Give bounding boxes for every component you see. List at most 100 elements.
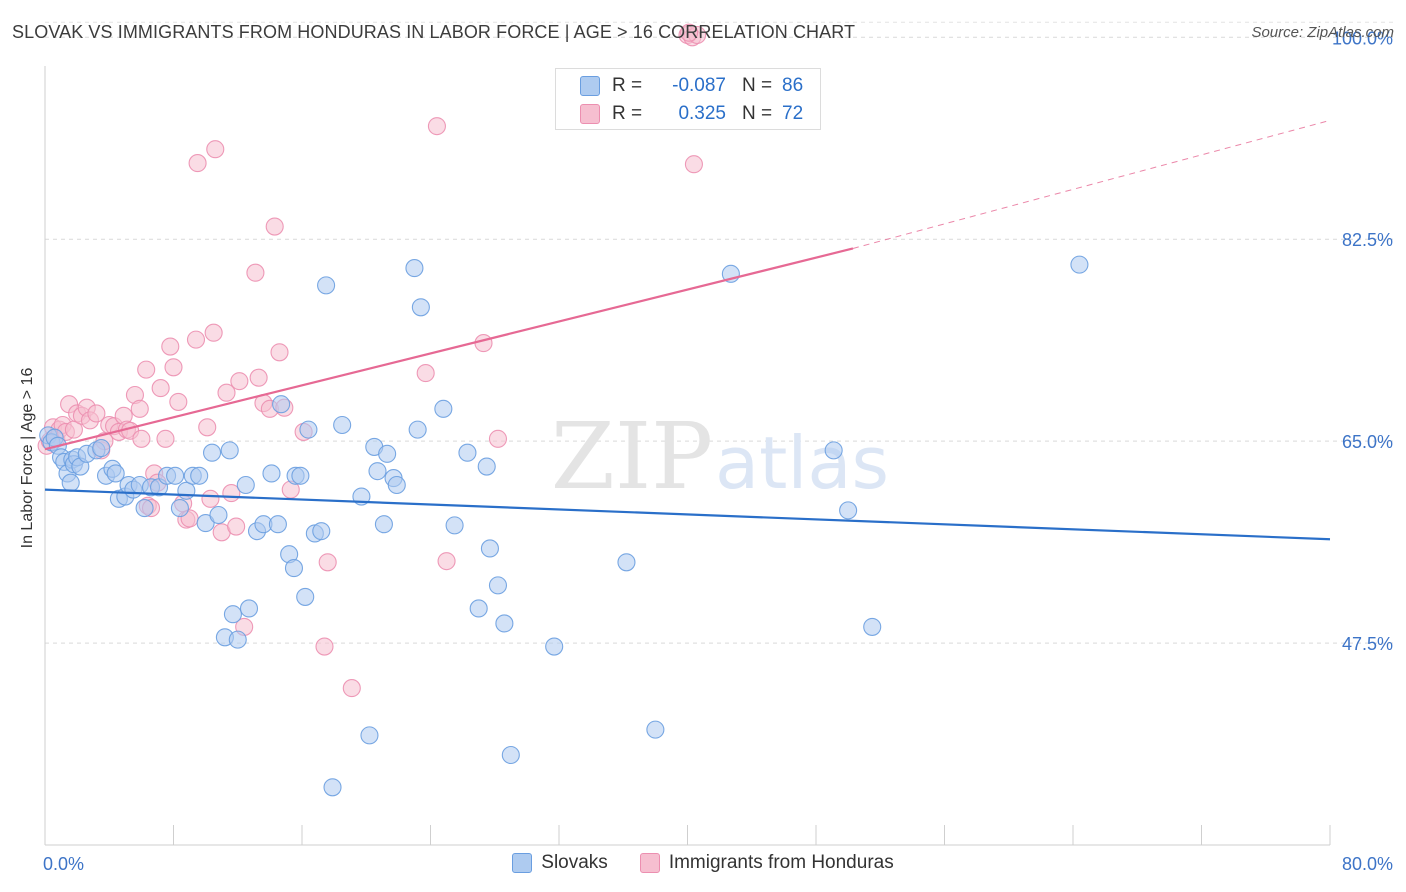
slovaks-point bbox=[209, 505, 228, 525]
legend-label-honduras: Immigrants from Honduras bbox=[668, 852, 894, 873]
honduras-point bbox=[315, 637, 334, 656]
slovaks-n-value: 86 bbox=[782, 75, 804, 96]
slovaks-point bbox=[196, 514, 215, 533]
honduras-swatch bbox=[580, 104, 600, 124]
slovaks-point bbox=[445, 516, 464, 535]
honduras-point bbox=[169, 392, 188, 411]
honduras-point bbox=[201, 489, 220, 508]
honduras-point bbox=[246, 263, 265, 282]
slovaks-point bbox=[170, 499, 189, 518]
slovaks-point bbox=[458, 443, 477, 462]
honduras-point bbox=[186, 330, 206, 349]
honduras-point bbox=[188, 154, 207, 173]
slovaks-point bbox=[408, 420, 427, 439]
chart-title: SLOVAK VS IMMIGRANTS FROM HONDURAS IN LA… bbox=[12, 22, 856, 42]
y-tick-label: 65.0% bbox=[1342, 432, 1393, 452]
slovaks-point bbox=[317, 276, 336, 295]
slovaks-point bbox=[177, 481, 196, 500]
slovaks-point bbox=[291, 466, 310, 485]
honduras-point bbox=[474, 334, 493, 353]
slovaks-swatch bbox=[580, 76, 600, 96]
honduras-trend-line bbox=[44, 247, 854, 451]
honduras-trend-extension bbox=[852, 119, 1331, 249]
slovaks-point bbox=[135, 499, 154, 518]
honduras-point bbox=[132, 429, 151, 448]
honduras-point bbox=[217, 383, 236, 402]
honduras-point bbox=[427, 117, 446, 136]
honduras-point bbox=[164, 358, 183, 377]
stats-legend: R = -0.087 N = 86 R = 0.325 N = 72 bbox=[555, 68, 821, 130]
honduras-point bbox=[227, 517, 246, 536]
watermark-atlas: atlas bbox=[715, 421, 889, 505]
slovaks-point bbox=[296, 587, 315, 606]
slovaks-point bbox=[545, 637, 564, 656]
honduras-point bbox=[416, 364, 435, 383]
r-label: R = bbox=[612, 103, 643, 124]
stats-row-slovaks: R = -0.087 N = 86 bbox=[580, 73, 812, 99]
tick-labels: 47.5% 65.0% 82.5% 100.0% 0.0% 80.0% bbox=[43, 28, 1393, 874]
slovaks-point bbox=[106, 464, 125, 483]
n-label: N = bbox=[742, 75, 773, 96]
slovaks-points bbox=[39, 255, 1089, 797]
honduras-point bbox=[684, 155, 703, 174]
slovaks-point bbox=[434, 399, 453, 418]
slovaks-point bbox=[488, 576, 508, 595]
slovaks-point bbox=[501, 745, 520, 765]
y-tick-label: 100.0% bbox=[1332, 28, 1393, 48]
honduras-n-value: 72 bbox=[782, 103, 804, 124]
honduras-r-value: 0.325 bbox=[678, 103, 726, 124]
slovaks-point bbox=[228, 630, 247, 649]
legend-item-honduras: Immigrants from Honduras bbox=[639, 852, 894, 874]
slovaks-point bbox=[268, 515, 287, 534]
legend-item-slovaks: Slovaks bbox=[512, 852, 608, 874]
slovaks-point bbox=[223, 605, 242, 624]
x-tick-label-max: 80.0% bbox=[1342, 854, 1393, 874]
honduras-point bbox=[130, 399, 149, 418]
honduras-point bbox=[488, 429, 508, 448]
slovaks-legend-swatch bbox=[512, 853, 533, 873]
slovaks-point bbox=[220, 441, 239, 460]
slovaks-r-value: -0.087 bbox=[672, 75, 726, 96]
slovaks-point bbox=[368, 462, 387, 481]
slovaks-point bbox=[1070, 255, 1089, 274]
slovaks-point bbox=[477, 457, 496, 476]
honduras-point bbox=[151, 379, 170, 398]
slovaks-point bbox=[411, 298, 430, 317]
slovaks-point bbox=[272, 395, 291, 414]
honduras-point bbox=[270, 343, 289, 362]
y-tick-label: 47.5% bbox=[1342, 634, 1393, 654]
slovaks-point bbox=[323, 778, 342, 797]
slovaks-point bbox=[284, 559, 304, 578]
honduras-point bbox=[680, 23, 699, 42]
slovaks-point bbox=[480, 539, 499, 558]
honduras-point bbox=[265, 217, 284, 236]
grid-lines bbox=[45, 21, 1394, 644]
slovaks-point bbox=[61, 473, 80, 492]
r-label: R = bbox=[612, 75, 643, 96]
slovaks-point bbox=[378, 444, 397, 463]
slovaks-point bbox=[333, 415, 352, 435]
y-axis-label: In Labor Force | Age > 16 bbox=[19, 367, 36, 549]
watermark: ZIP atlas bbox=[551, 403, 889, 510]
honduras-point bbox=[437, 552, 456, 571]
axes bbox=[44, 66, 1331, 846]
honduras-point bbox=[87, 404, 106, 423]
trend-lines bbox=[44, 119, 1331, 541]
slovaks-point bbox=[495, 614, 514, 633]
honduras-point bbox=[198, 418, 217, 437]
slovaks-point bbox=[824, 441, 843, 460]
slovaks-trend-line bbox=[44, 488, 1331, 541]
slovaks-point bbox=[299, 420, 318, 439]
slovaks-point bbox=[262, 464, 281, 483]
n-label: N = bbox=[742, 103, 773, 124]
honduras-point bbox=[318, 553, 337, 572]
slovaks-point bbox=[360, 726, 379, 745]
chart-source: Source: ZipAtlas.com bbox=[1251, 24, 1394, 41]
slovaks-point bbox=[646, 720, 665, 739]
slovaks-point bbox=[190, 466, 209, 485]
slovaks-point bbox=[469, 599, 488, 618]
watermark-zip: ZIP bbox=[551, 403, 713, 510]
slovaks-point bbox=[236, 475, 255, 495]
honduras-point bbox=[204, 323, 223, 342]
